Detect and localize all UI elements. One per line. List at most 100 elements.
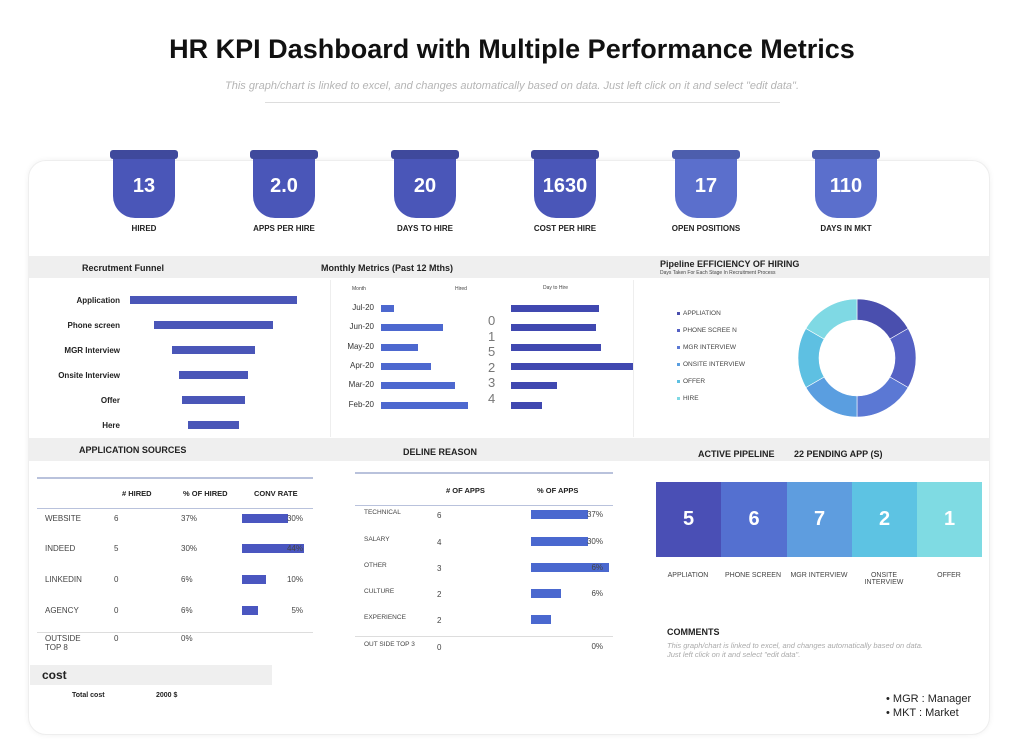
source-name: WEBSITE	[45, 514, 82, 523]
kpi-badge: 2.0	[253, 150, 315, 218]
hired-bar	[381, 382, 455, 389]
source-hired: 0	[114, 575, 119, 584]
source-pct: 30%	[181, 544, 198, 553]
conv-rate: 5%	[291, 606, 303, 615]
col-hired: Hired	[455, 286, 467, 292]
pipeline-stage-label: APPLIATION	[667, 572, 709, 579]
table-rule	[37, 632, 313, 633]
cost-band	[30, 665, 272, 685]
kpi-badge: 17	[675, 150, 737, 218]
legend-item: MGR INTERVIEW	[677, 344, 736, 351]
decline-apps: 6	[437, 511, 442, 520]
pipeline-stage-count: 2	[852, 482, 917, 557]
decline-reason: OUT SIDE TOP 3	[364, 641, 415, 648]
abbr-item: • MGR : Manager	[886, 693, 972, 705]
donut-segment	[805, 298, 858, 340]
legend-label: PHONE SCREE N	[683, 327, 737, 334]
page-title: HR KPI Dashboard with Multiple Performan…	[169, 34, 855, 64]
source-hired: 6	[114, 514, 119, 523]
decline-pct: 6%	[591, 589, 603, 598]
hired-bar	[381, 324, 443, 331]
legend-label: HIRE	[683, 395, 699, 402]
column-header: CONV RATE	[254, 489, 298, 498]
legend-label: ONSITE INTERVIEW	[683, 361, 745, 368]
legend-swatch	[677, 311, 680, 315]
legend-item: OFFER	[677, 378, 705, 385]
divider	[265, 102, 780, 103]
source-hired: 0	[114, 606, 119, 615]
pipeline-stage-count: 6	[721, 482, 787, 557]
table-rule	[37, 477, 313, 479]
hired-bar	[381, 344, 419, 351]
table-rule	[355, 636, 613, 637]
axis-digit: 2	[488, 359, 496, 375]
days-to-hire-bar	[511, 344, 602, 351]
pipeline-eff-subtitle: Days Taken For Each Stage In Recruitment…	[660, 270, 776, 276]
axis-digit: 5	[488, 344, 496, 359]
col-month: Month	[352, 286, 366, 292]
source-name: LINKEDIN	[45, 575, 82, 584]
funnel-stage-label: Application	[76, 296, 120, 305]
decline-pct: 6%	[591, 563, 603, 572]
donut-segment	[889, 328, 917, 388]
pending-count: 22 PENDING APP (S)	[794, 449, 883, 459]
decline-pct: 0%	[591, 642, 603, 651]
kpi-label: COST PER HIRE	[533, 224, 597, 233]
table-rule	[355, 505, 613, 506]
monthly-title: Monthly Metrics (Past 12 Mths)	[321, 263, 454, 273]
divider	[633, 280, 634, 437]
days-to-hire-bar	[511, 324, 597, 331]
conv-rate-bar	[242, 606, 258, 615]
decline-reason: EXPERIENCE	[364, 614, 406, 621]
table-rule	[355, 472, 613, 474]
source-name: AGENCY	[45, 606, 79, 615]
legend-label: OFFER	[683, 378, 706, 385]
source-pct: 6%	[181, 606, 193, 615]
funnel-stage-label: Offer	[100, 396, 120, 405]
donut-segment	[856, 376, 909, 418]
kpi-label: HIRED	[131, 224, 157, 233]
funnel-stage-label: Phone screen	[67, 321, 120, 330]
legend-label: APPLIATION	[683, 310, 721, 317]
month-label: Mar-20	[348, 380, 374, 389]
decline-apps: 2	[437, 590, 442, 599]
decline-reason: TECHNICAL	[364, 509, 401, 516]
pipeline-stage-count: 5	[656, 482, 721, 557]
kpi-label: DAYS TO HIRE	[396, 224, 453, 233]
legend-label: MGR INTERVIEW	[683, 344, 736, 351]
axis-digit: 4	[488, 390, 496, 406]
divider	[330, 280, 331, 437]
pipeline-stage-count: 1	[917, 482, 982, 557]
cost-title: cost	[42, 668, 67, 682]
month-label: May-20	[347, 342, 374, 351]
funnel-bar	[130, 296, 297, 304]
conv-rate-bar	[242, 575, 266, 584]
pipeline-stage-label: OFFER	[937, 572, 961, 579]
days-to-hire-bar	[511, 402, 542, 409]
legend-swatch	[677, 379, 680, 383]
column-header: # OF APPS	[446, 486, 485, 495]
funnel-stage-label: Onsite Interview	[58, 371, 120, 380]
axis-digit: 3	[488, 375, 496, 390]
decline-bar	[531, 510, 588, 519]
decline-bar	[531, 537, 588, 546]
funnel-bar	[181, 396, 246, 404]
pipeline-stage-label: MGR INTERVIEW	[790, 572, 848, 579]
active-title: ACTIVE PIPELINE	[698, 449, 775, 459]
source-name: INDEED	[45, 544, 76, 553]
funnel-bar	[179, 371, 248, 379]
abbr-mgr: MGR : Manager	[892, 693, 972, 705]
days-to-hire-bar	[511, 305, 599, 312]
column-header: % OF HIRED	[183, 489, 228, 498]
decline-reason: CULTURE	[364, 588, 395, 595]
month-label: Apr-20	[349, 361, 374, 370]
pipeline-stage-label: ONSITE INTERVIEW	[864, 572, 904, 586]
hired-bar	[381, 363, 431, 370]
decline-pct: 37%	[586, 510, 603, 519]
funnel-bar	[171, 346, 256, 354]
source-pct: 37%	[181, 514, 198, 523]
decline-title: DELINE REASON	[403, 447, 478, 457]
funnel-bar	[187, 421, 240, 429]
decline-apps: 3	[437, 564, 442, 573]
conv-rate-bar	[242, 544, 304, 553]
